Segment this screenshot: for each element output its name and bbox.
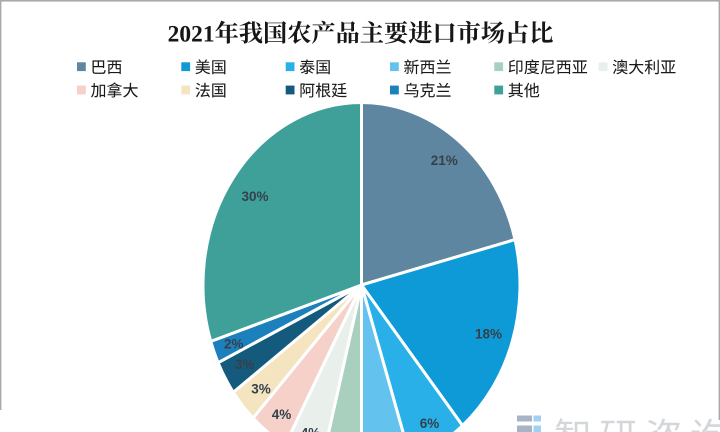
svg-text:3%: 3% — [251, 381, 271, 396]
svg-text:3%: 3% — [235, 357, 255, 372]
svg-text:18%: 18% — [475, 326, 502, 341]
svg-text:21%: 21% — [431, 153, 458, 168]
svg-text:4%: 4% — [301, 425, 321, 432]
svg-text:6%: 6% — [420, 416, 440, 431]
svg-text:4%: 4% — [272, 407, 292, 422]
svg-text:2%: 2% — [224, 336, 244, 351]
svg-text:30%: 30% — [241, 189, 268, 204]
